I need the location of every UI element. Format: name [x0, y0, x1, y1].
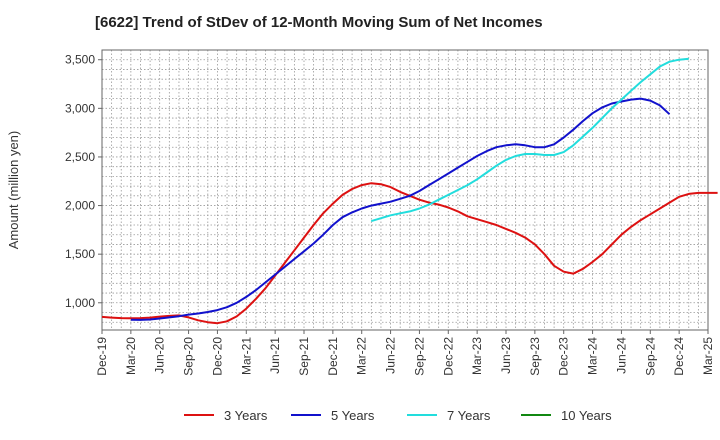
x-tick-label: Mar-24: [586, 337, 600, 375]
x-tick-label: Mar-23: [470, 337, 484, 375]
x-tick-label: Jun-21: [268, 337, 282, 374]
series-line-5-years: [130, 97, 671, 321]
series-line-7-years: [371, 57, 689, 223]
y-axis-ticks: 1,000 1,500 2,000 2,500 3,000 3,500: [65, 53, 102, 310]
x-tick-label: Dec-23: [557, 337, 571, 376]
x-tick-label: Dec-24: [672, 337, 686, 376]
x-tick-label: Jun-23: [499, 337, 513, 374]
x-tick-label: Dec-20: [210, 337, 224, 376]
legend-label: 7 Years: [447, 408, 491, 423]
x-tick-label: Mar-21: [239, 337, 253, 375]
legend-label: 10 Years: [561, 408, 612, 423]
x-tick-label: Sep-23: [528, 337, 542, 376]
legend-label: 3 Years: [224, 408, 268, 423]
grid-lines: [102, 49, 708, 330]
x-tick-label: Dec-19: [95, 337, 109, 376]
plot-background: [102, 50, 708, 330]
y-tick-label: 2,000: [65, 199, 95, 213]
x-tick-label: Sep-24: [643, 337, 657, 376]
y-tick-label: 1,000: [65, 296, 95, 310]
x-tick-label: Sep-20: [182, 337, 196, 376]
x-tick-label: Sep-22: [412, 337, 426, 376]
x-tick-label: Mar-20: [124, 337, 138, 375]
series-lines: [101, 57, 718, 325]
y-tick-label: 1,500: [65, 247, 95, 261]
y-tick-label: 3,500: [65, 53, 95, 67]
legend-label: 5 Years: [331, 408, 375, 423]
x-tick-label: Dec-21: [326, 337, 340, 376]
x-tick-label: Mar-22: [355, 337, 369, 375]
x-tick-label: Jun-20: [153, 337, 167, 374]
legend: 3 Years 5 Years 7 Years 10 Years: [184, 408, 612, 423]
plot-frame: [101, 49, 709, 331]
x-axis-ticks: Dec-19 Mar-20 Jun-20 Sep-20 Dec-20 Mar-21 Jun-…: [95, 330, 715, 376]
y-tick-label: 3,000: [65, 101, 95, 115]
x-tick-label: Sep-21: [297, 337, 311, 376]
y-axis-label: Amount (million yen): [6, 131, 21, 250]
y-tick-label: 2,500: [65, 150, 95, 164]
x-tick-label: Mar-25: [701, 337, 715, 375]
x-tick-label: Dec-22: [441, 337, 455, 376]
x-tick-label: Jun-22: [384, 337, 398, 374]
x-tick-label: Jun-24: [614, 337, 628, 374]
chart-title: [6622] Trend of StDev of 12-Month Moving…: [95, 14, 543, 31]
